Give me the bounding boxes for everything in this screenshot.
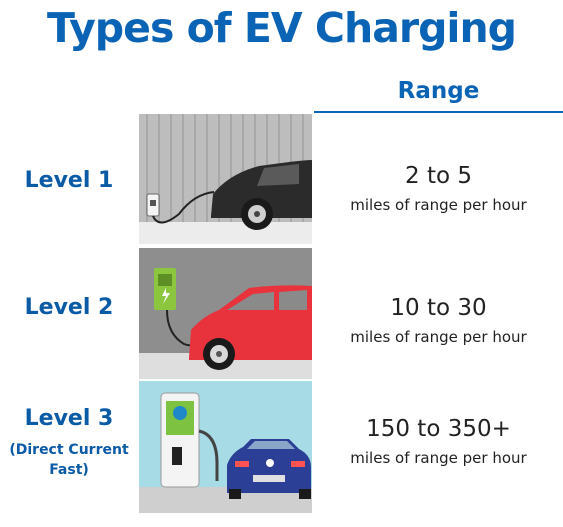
level-3-rate-unit: miles of range per hour [350,449,527,467]
level-1-car-icon [211,160,312,230]
diagram-title: Types of EV Charging [46,4,517,52]
level-1-illustration [139,114,312,244]
range-header-divider [314,111,563,113]
level-2-label: Level 2 [24,295,114,320]
wall-charger-icon [154,268,176,310]
level-2-car-icon [189,285,312,370]
level-3-label: Level 3 [24,406,114,431]
level-3-rate: 150 to 350+ [366,416,511,442]
range-column-header: Range [397,78,480,104]
level-1-rate: 2 to 5 [405,163,472,189]
level-1-label: Level 1 [24,168,114,193]
level-2-rate-unit: miles of range per hour [350,328,527,346]
level-3-illustration [139,381,312,513]
level-2-rate: 10 to 30 [390,295,487,321]
level-3-subtitle: (Direct Current Fast) [9,442,129,478]
level-1-rate-unit: miles of range per hour [350,196,527,214]
fast-charger-icon [160,392,200,488]
level-3-car-icon [227,439,311,499]
level-2-illustration [139,248,312,379]
wall-outlet-icon [146,193,160,217]
